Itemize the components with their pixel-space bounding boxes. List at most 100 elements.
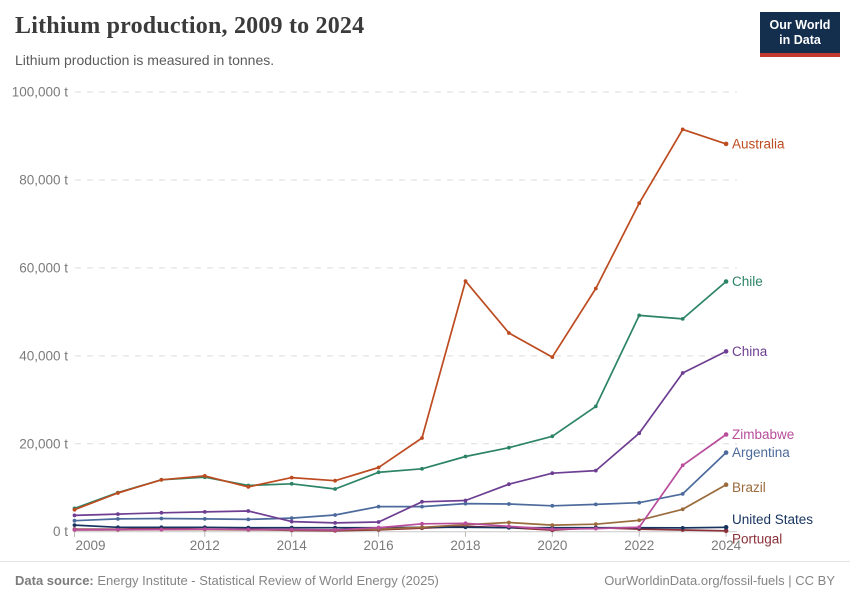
x-tick-label: 2009: [76, 538, 106, 553]
y-tick-label: 40,000 t: [19, 348, 68, 363]
series-label-chile[interactable]: Chile: [732, 274, 763, 289]
series-line-china[interactable]: [73, 350, 727, 524]
series-point-australia: [116, 491, 120, 495]
series-point-argentina: [159, 516, 164, 521]
series-point-australia: [202, 474, 207, 478]
x-tick-label: 2016: [364, 538, 394, 553]
series-point-brazil: [507, 520, 511, 525]
series-point-argentina: [507, 502, 511, 506]
series-point-china: [593, 468, 598, 473]
series-point-argentina: [202, 517, 207, 521]
series-point-china: [159, 510, 164, 515]
series-point-argentina: [72, 518, 77, 523]
x-tick-label: 2022: [624, 538, 654, 553]
owid-cc-link[interactable]: OurWorldinData.org/fossil-fuels | CC BY: [604, 573, 835, 588]
series-point-brazil: [723, 482, 729, 488]
owid-logo[interactable]: Our World in Data: [760, 12, 840, 57]
series-point-chile: [507, 445, 511, 450]
series-point-australia: [463, 279, 468, 283]
series-label-australia[interactable]: Australia: [732, 136, 785, 151]
series-point-united-states: [723, 525, 729, 530]
data-source: Data source: Energy Institute - Statisti…: [15, 573, 439, 588]
series-point-brazil: [593, 522, 598, 527]
series-point-china: [550, 471, 555, 476]
series-line-chile[interactable]: [73, 280, 727, 510]
series-point-zimbabwe: [289, 527, 294, 532]
series-point-china: [333, 521, 337, 525]
series-point-china: [246, 509, 251, 513]
series-point-australia: [637, 201, 642, 206]
series-point-zimbabwe: [507, 524, 511, 529]
series-point-zimbabwe: [463, 521, 468, 526]
series-point-zimbabwe: [420, 521, 424, 526]
page-title: Lithium production, 2009 to 2024: [15, 13, 365, 39]
y-tick-label: 80,000 t: [19, 172, 68, 187]
series-point-zimbabwe: [550, 527, 555, 531]
data-source-text: Energy Institute - Statistical Review of…: [93, 573, 439, 588]
series-point-china: [463, 498, 468, 503]
series-point-argentina: [289, 516, 294, 520]
owid-logo-line1: Our World: [769, 18, 831, 32]
series-label-argentina[interactable]: Argentina: [732, 445, 790, 460]
series-point-portugal: [723, 528, 729, 534]
series-point-chile: [593, 404, 598, 409]
series-line-argentina[interactable]: [73, 451, 727, 522]
series-point-australia: [376, 465, 381, 470]
x-tick-label: 2012: [190, 538, 220, 553]
series-point-zimbabwe: [246, 527, 251, 532]
series-point-chile: [680, 317, 685, 321]
series-point-china: [289, 519, 294, 524]
series-point-brazil: [680, 507, 685, 512]
series-point-zimbabwe: [593, 526, 598, 531]
series-point-zimbabwe: [333, 528, 337, 532]
series-point-china: [376, 520, 381, 524]
x-tick-label: 2020: [537, 538, 567, 553]
series-point-australia: [289, 475, 294, 480]
series-point-argentina: [723, 450, 729, 455]
series-point-united-states: [463, 525, 468, 530]
series-point-united-states: [72, 523, 77, 527]
x-tick-label: 2018: [450, 538, 480, 553]
y-tick-label: 0 t: [53, 524, 68, 539]
series-point-argentina: [593, 502, 598, 507]
series-line-australia[interactable]: [73, 128, 727, 511]
x-tick-label: 2014: [277, 538, 308, 553]
chart-subtitle: Lithium production is measured in tonnes…: [15, 52, 275, 68]
series-point-australia: [246, 485, 251, 489]
series-point-china: [723, 349, 729, 354]
series-point-argentina: [333, 513, 337, 517]
y-tick-label: 60,000 t: [19, 260, 68, 275]
series-point-australia: [420, 436, 424, 440]
series-point-china: [420, 499, 424, 504]
series-label-zimbabwe[interactable]: Zimbabwe: [732, 427, 794, 442]
series-point-argentina: [680, 492, 685, 496]
series-point-united-states: [680, 526, 685, 530]
series-point-zimbabwe: [159, 527, 164, 532]
series-label-portugal[interactable]: Portugal: [732, 531, 782, 546]
y-tick-label: 100,000 t: [12, 85, 69, 100]
series-point-chile: [723, 279, 729, 284]
series-point-australia: [593, 286, 598, 291]
series-label-brazil[interactable]: Brazil: [732, 480, 766, 495]
series-point-australia: [72, 507, 77, 512]
series-point-australia: [159, 477, 164, 482]
series-line-zimbabwe[interactable]: [73, 433, 727, 531]
series-point-argentina: [463, 501, 468, 506]
x-tick-label: 2024: [711, 538, 742, 553]
series-point-china: [637, 431, 642, 436]
series-point-argentina: [637, 500, 642, 505]
y-tick-label: 20,000 t: [19, 436, 68, 451]
chart-footer: Data source: Energy Institute - Statisti…: [0, 561, 850, 588]
series-point-argentina: [376, 504, 381, 509]
series-label-united-states[interactable]: United States: [732, 512, 813, 527]
series-label-china[interactable]: China: [732, 344, 768, 359]
series-point-australia: [550, 355, 555, 359]
series-point-chile: [420, 466, 424, 471]
series-point-chile: [637, 313, 642, 318]
series-point-brazil: [637, 518, 642, 523]
series-point-zimbabwe: [72, 528, 77, 532]
series-point-chile: [376, 470, 381, 475]
series-point-chile: [289, 481, 294, 486]
